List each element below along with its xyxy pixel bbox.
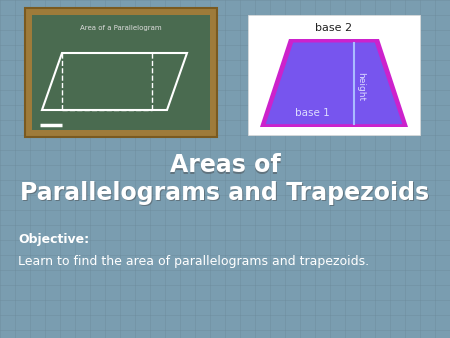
Text: Learn to find the area of parallelograms and trapezoids.: Learn to find the area of parallelograms…: [18, 256, 369, 268]
Polygon shape: [260, 39, 408, 127]
Text: Areas of: Areas of: [170, 153, 280, 177]
Polygon shape: [266, 43, 402, 124]
Text: height: height: [356, 72, 365, 101]
Text: Areas of: Areas of: [170, 154, 281, 178]
Text: Parallelograms and Trapezoids: Parallelograms and Trapezoids: [21, 183, 430, 207]
Bar: [32, 15, 210, 130]
Text: Parallelograms and Trapezoids: Parallelograms and Trapezoids: [20, 181, 430, 205]
Bar: [248, 15, 420, 135]
FancyBboxPatch shape: [25, 8, 217, 137]
Text: Area of a Parallelogram: Area of a Parallelogram: [80, 25, 162, 31]
Text: base 1: base 1: [295, 108, 329, 118]
Text: base 2: base 2: [315, 23, 352, 33]
Text: Objective:: Objective:: [18, 234, 89, 246]
